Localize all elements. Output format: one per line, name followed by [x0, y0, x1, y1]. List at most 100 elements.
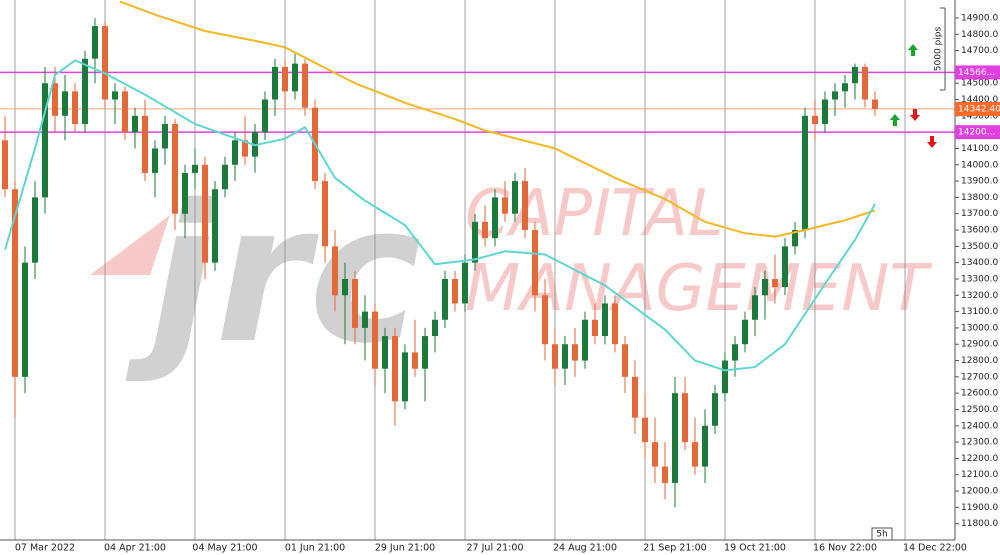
x-tick-label: 16 Nov 22:00: [813, 543, 877, 554]
candle-body: [522, 181, 528, 231]
y-tick-label: 12500.0: [961, 405, 998, 415]
y-tick-label: 13000.0: [961, 323, 998, 333]
y-tick-label: 13600.0: [961, 226, 998, 236]
y-tick-label: 13300.0: [961, 274, 998, 284]
timeframe: 5h: [876, 530, 887, 540]
candle-body: [112, 91, 118, 100]
candle-body: [32, 197, 38, 263]
candle-body: [822, 99, 828, 124]
y-tick-label: 14500.0: [961, 79, 998, 89]
up-arrow: [908, 44, 918, 56]
candle-body: [462, 262, 468, 304]
y-tick-label: 14000.0: [961, 160, 998, 170]
candle-body: [432, 319, 438, 337]
candle-body: [512, 181, 518, 214]
price-tag: [955, 125, 1000, 140]
moving-average: [4, 59, 876, 372]
y-tick-label: 14800.0: [961, 30, 998, 40]
candle-body: [152, 148, 158, 173]
y-tick-label: 11800.0: [961, 519, 998, 529]
price-tag-label: 14200...: [958, 128, 995, 138]
candle-body: [332, 246, 338, 296]
candle-body: [852, 66, 858, 84]
candle-body: [192, 164, 198, 173]
candle-body: [872, 99, 878, 109]
y-tick-label: 12100.0: [961, 470, 998, 480]
candle-body: [2, 140, 8, 190]
y-tick-label: 13500.0: [961, 242, 998, 252]
candle-body: [862, 66, 868, 100]
candle-body: [442, 278, 448, 320]
candle-body: [22, 262, 28, 377]
y-tick-label: 12000.0: [961, 487, 998, 497]
candle-body: [142, 115, 148, 173]
candle-body: [812, 115, 818, 124]
price-tag-label: 14566...: [958, 68, 995, 78]
scale-label: 5000 pips: [934, 27, 944, 72]
down-arrow: [910, 109, 920, 121]
y-tick-label: 12200.0: [961, 454, 998, 464]
candle-body: [302, 63, 308, 108]
candle-body: [82, 58, 88, 124]
candle-body: [552, 344, 558, 369]
candle-body: [122, 91, 128, 133]
up-arrow: [890, 114, 900, 126]
y-tick-label: 13400.0: [961, 258, 998, 268]
candle-body: [62, 91, 68, 116]
candle-body: [652, 442, 658, 467]
candle-body: [322, 181, 328, 247]
candle-body: [802, 115, 808, 231]
y-tick-label: 13700.0: [961, 209, 998, 219]
candle-body: [482, 221, 488, 239]
candle-body: [102, 26, 108, 100]
candle-body: [42, 83, 48, 198]
y-tick-label: 14400.0: [961, 95, 998, 105]
price-tag: [955, 101, 1000, 116]
price-tag-label: 14342.40: [958, 104, 1000, 114]
candle-body: [842, 83, 848, 92]
y-tick-label: 13900.0: [961, 177, 998, 187]
candle-body: [682, 393, 688, 443]
x-tick-label: 29 Jun 21:00: [375, 543, 435, 554]
candle-body: [162, 123, 168, 149]
axes: 11800.0 11900.0 12000.0 12100.0 12200.0 12300…: [15, 13, 1000, 554]
candle-body: [342, 278, 348, 296]
y-tick-label: 12400.0: [961, 421, 998, 431]
y-tick-label: 12300.0: [961, 438, 998, 448]
down-arrow: [927, 136, 937, 148]
candle-body: [72, 91, 78, 124]
x-tick-label: 24 Aug 21:00: [553, 543, 617, 554]
candle-body: [182, 172, 188, 214]
moving-average: [119, 0, 876, 238]
watermark-text: CAPITAL: [465, 177, 724, 251]
x-tick-label: 07 Mar 2022: [15, 543, 75, 554]
candle-body: [782, 246, 788, 288]
candle-body: [492, 197, 498, 239]
candle-body: [382, 336, 388, 369]
y-tick-label: 11900.0: [961, 503, 998, 513]
candle-body: [542, 295, 548, 345]
candle-body: [832, 91, 838, 100]
candle-body: [532, 230, 538, 296]
candle-body: [582, 319, 588, 361]
candle-body: [242, 140, 248, 157]
candle-body: [612, 303, 618, 345]
y-tick-label: 12800.0: [961, 356, 998, 366]
watermark-shape: [90, 215, 170, 275]
candle-body: [352, 278, 358, 328]
candle-body: [732, 344, 738, 361]
candle-body: [772, 278, 778, 288]
y-tick-label: 13800.0: [961, 193, 998, 203]
y-tick-label: 14700.0: [961, 46, 998, 56]
x-tick-label: 04 May 21:00: [192, 543, 257, 554]
candle-body: [392, 336, 398, 402]
candle-body: [12, 189, 18, 377]
candle-body: [792, 230, 798, 247]
x-tick-label: 27 Jul 21:00: [467, 543, 524, 554]
x-tick-label: 21 Sep 21:00: [643, 543, 706, 554]
candle-body: [222, 164, 228, 190]
y-tick-label: 13200.0: [961, 291, 998, 301]
candle-body: [712, 393, 718, 426]
candle-body: [202, 164, 208, 263]
